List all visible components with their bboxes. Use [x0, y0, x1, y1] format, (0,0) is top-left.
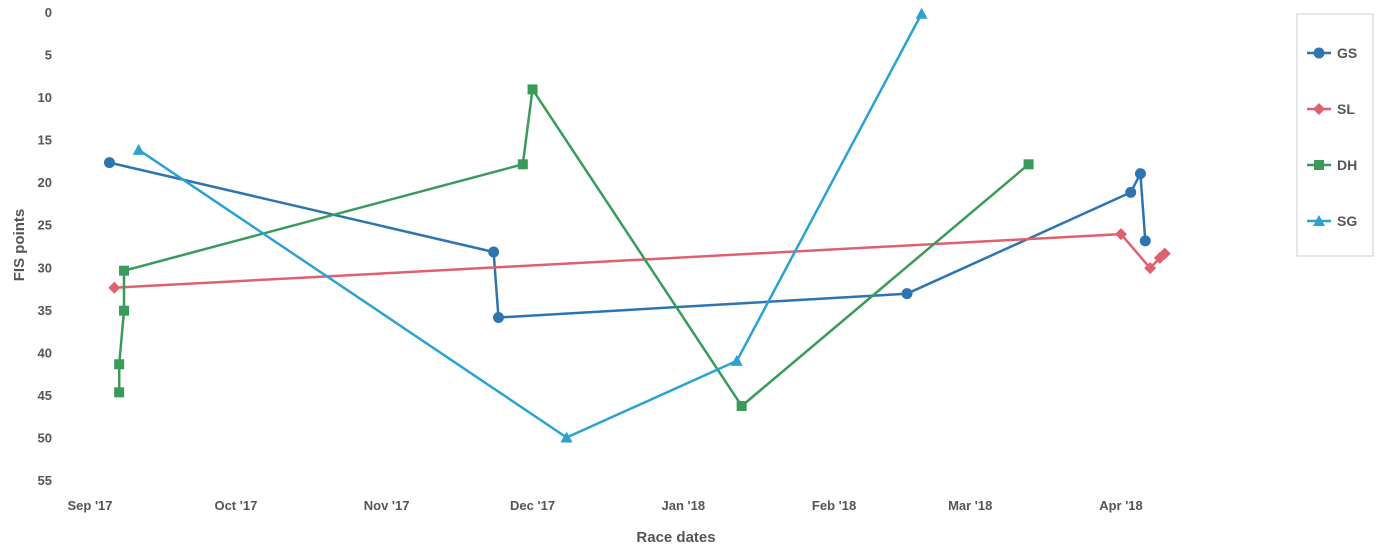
data-point-gs	[103, 157, 115, 169]
series-lines	[109, 13, 1166, 439]
data-point-dh	[114, 359, 125, 370]
x-tick-label: Apr '18	[1099, 498, 1143, 513]
legend-label-dh: DH	[1337, 157, 1357, 173]
y-axis-title: FIS points	[11, 209, 28, 282]
y-tick-label: 10	[38, 90, 52, 105]
x-tick-label: Dec '17	[510, 498, 555, 513]
data-point-sg	[915, 7, 928, 19]
data-point-gs	[1125, 186, 1137, 198]
y-tick-label: 50	[38, 430, 52, 445]
legend-marker-sl	[1313, 103, 1325, 115]
y-tick-label: 35	[38, 303, 52, 318]
x-tick-label: Sep '17	[67, 498, 112, 513]
series-line-sg	[137, 13, 923, 439]
legend-marker-gs	[1313, 47, 1325, 59]
series-markers	[103, 7, 1171, 443]
legend-label-sl: SL	[1337, 101, 1355, 117]
legend-marker-sg	[1313, 215, 1325, 226]
y-tick-label: 25	[38, 218, 52, 233]
y-tick-label: 45	[38, 388, 52, 403]
data-point-gs	[492, 311, 504, 323]
y-tick-label: 30	[38, 260, 52, 275]
data-point-dh	[119, 305, 130, 316]
y-tick-label: 0	[45, 5, 52, 20]
data-point-sg	[132, 143, 145, 155]
y-tick-label: 15	[38, 133, 52, 148]
data-point-gs	[1139, 235, 1151, 247]
data-point-gs	[1134, 168, 1146, 180]
legend-label-sg: SG	[1337, 213, 1357, 229]
data-point-sl	[1158, 247, 1171, 260]
x-tick-label: Mar '18	[948, 498, 992, 513]
data-point-gs	[488, 246, 500, 258]
data-point-dh	[517, 159, 528, 170]
x-axis-ticks: Sep '17 Oct '17 Nov '17 Dec '17 Jan '18 Feb '…	[67, 498, 1142, 513]
series-line-sl	[114, 232, 1166, 289]
y-tick-label: 40	[38, 345, 52, 360]
data-point-dh	[736, 400, 747, 411]
x-axis-title: Race dates	[636, 529, 715, 546]
data-point-dh	[527, 84, 538, 95]
x-tick-label: Nov '17	[364, 498, 410, 513]
legend: GS SL DH SG	[1296, 13, 1374, 257]
y-tick-label: 20	[38, 175, 52, 190]
data-point-dh	[114, 387, 125, 398]
y-tick-label: 55	[38, 473, 52, 488]
data-point-sg	[730, 354, 743, 366]
series-line-dh	[117, 88, 1030, 408]
data-point-sl	[1114, 228, 1127, 241]
data-point-sl	[108, 281, 121, 294]
x-tick-label: Feb '18	[812, 498, 856, 513]
data-point-gs	[901, 288, 913, 300]
y-tick-label: 5	[45, 48, 52, 63]
x-tick-label: Oct '17	[214, 498, 257, 513]
legend-marker-dh	[1314, 160, 1324, 170]
legend-label-gs: GS	[1337, 45, 1357, 61]
y-axis-ticks: 0 5 10 15 20 25 30 35 40 45 50 55	[38, 5, 52, 488]
legend-box	[1296, 13, 1374, 257]
data-point-sl	[1144, 262, 1157, 275]
x-tick-label: Jan '18	[662, 498, 706, 513]
data-point-dh	[1023, 159, 1034, 170]
data-point-sg	[560, 431, 573, 443]
data-point-dh	[119, 265, 130, 276]
